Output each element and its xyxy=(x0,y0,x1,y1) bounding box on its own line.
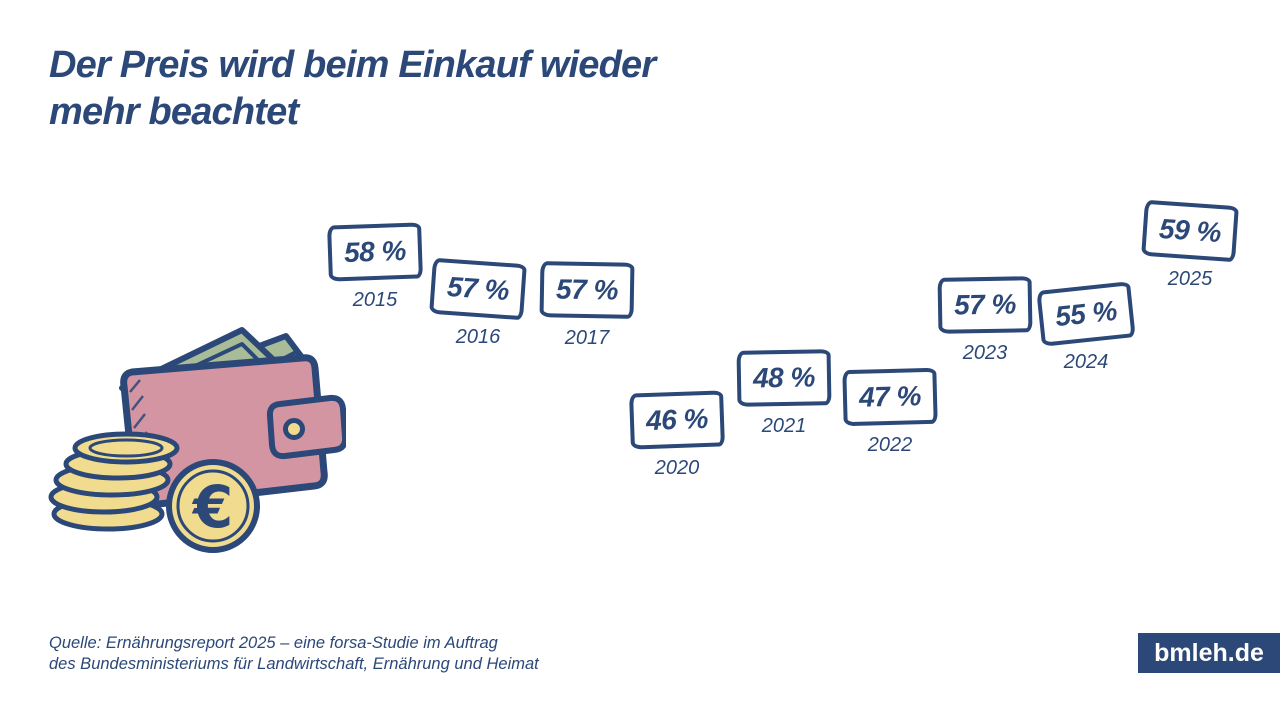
value-box: 46 % xyxy=(629,390,725,450)
year-label: 2017 xyxy=(564,327,610,349)
page-title: Der Preis wird beim Einkauf wieder mehr … xyxy=(49,42,749,136)
euro-symbol: € xyxy=(191,473,233,541)
value-box: 48 % xyxy=(736,349,832,407)
value-box: 58 % xyxy=(327,222,423,282)
year-label: 2021 xyxy=(761,415,807,437)
year-label: 2020 xyxy=(654,457,700,479)
year-label: 2016 xyxy=(455,326,501,348)
value-label: 46 % xyxy=(645,402,709,437)
data-point-2020: 46 % 2020 xyxy=(629,390,725,480)
euro-coin-icon: € xyxy=(166,459,260,553)
value-label: 57 % xyxy=(555,273,619,306)
data-point-2025: 59 % 2025 xyxy=(1141,199,1239,291)
value-label: 57 % xyxy=(953,288,1017,321)
coin-stack-icon xyxy=(48,431,180,532)
data-point-2022: 47 % 2022 xyxy=(842,367,938,457)
wallet-body xyxy=(120,354,328,509)
data-point-2021: 48 % 2021 xyxy=(736,349,832,438)
brand-label: bmleh.de xyxy=(1154,638,1264,667)
value-label: 48 % xyxy=(752,361,816,394)
year-label: 2023 xyxy=(962,342,1008,364)
data-point-2015: 58 % 2015 xyxy=(327,222,423,312)
value-box: 57 % xyxy=(429,257,527,321)
value-label: 59 % xyxy=(1158,212,1222,249)
value-box: 47 % xyxy=(842,367,938,427)
snap-button xyxy=(283,418,305,440)
value-label: 55 % xyxy=(1053,294,1119,333)
year-label: 2025 xyxy=(1167,268,1213,290)
value-box: 59 % xyxy=(1141,199,1239,263)
value-label: 57 % xyxy=(446,270,510,307)
title-line-1: Der Preis wird beim Einkauf wieder xyxy=(49,44,656,86)
value-box: 57 % xyxy=(937,276,1033,334)
wallet-euro-illustration: € xyxy=(48,327,346,553)
value-label: 58 % xyxy=(343,234,407,269)
source-line-2: des Bundesministeriums für Landwirtschaf… xyxy=(49,655,539,673)
data-point-2023: 57 % 2023 xyxy=(937,276,1033,365)
source-line-1: Quelle: Ernährungsreport 2025 – eine for… xyxy=(49,634,498,652)
value-box: 55 % xyxy=(1036,281,1136,347)
value-box: 57 % xyxy=(539,261,635,319)
data-point-2016: 57 % 2016 xyxy=(429,257,527,349)
year-label: 2015 xyxy=(352,289,398,311)
data-point-2024: 55 % 2024 xyxy=(1036,281,1136,374)
wallet-strap xyxy=(266,394,346,460)
source-note: Quelle: Ernährungsreport 2025 – eine for… xyxy=(49,633,539,675)
brand-plate: bmleh.de xyxy=(1138,633,1280,673)
year-label: 2022 xyxy=(867,434,913,456)
title-line-2: mehr beachtet xyxy=(49,91,299,134)
value-label: 47 % xyxy=(858,380,922,413)
data-point-2017: 57 % 2017 xyxy=(539,261,635,350)
year-label: 2024 xyxy=(1063,351,1109,373)
